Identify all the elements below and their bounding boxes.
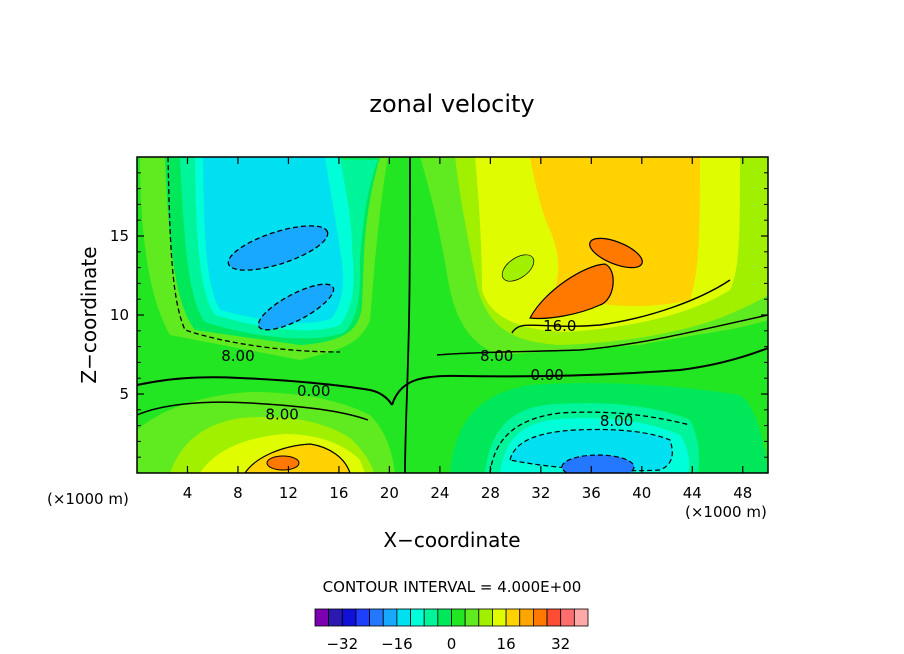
x-tick-label: 44 <box>683 484 702 502</box>
colorbar <box>314 608 589 627</box>
colorbar-cell <box>560 608 575 627</box>
contour-label: 16.0 <box>543 317 576 335</box>
x-tick-label: 20 <box>380 484 399 502</box>
contour-label: 8.00 <box>265 406 298 424</box>
colorbar-cell <box>492 608 507 627</box>
colorbar-cell <box>505 608 521 627</box>
colorbar-tick-label: 0 <box>447 635 457 653</box>
x-tick-label: 4 <box>183 484 193 502</box>
contour-label: 0.00 <box>530 366 563 384</box>
max-cell-main <box>529 263 614 320</box>
min-cell-upper <box>227 225 329 271</box>
colorbar-cell <box>396 608 411 627</box>
contour-label: 8.00 <box>600 412 633 430</box>
colorbar-cell <box>355 608 371 627</box>
x-tick-label: 12 <box>279 484 298 502</box>
zero-line-right <box>391 347 768 406</box>
colorbar-cell <box>341 608 357 627</box>
contour-label: 0.00 <box>297 382 330 400</box>
contour-label: 8.00 <box>480 347 513 365</box>
plus8-line-bottom <box>137 401 369 421</box>
contour-field: 16.0 8.00 0.00 8.00 8.00 0.00 8.00 <box>137 157 768 473</box>
colorbar-tick-label: 32 <box>551 635 570 653</box>
minus8-line <box>167 157 341 353</box>
y-axis-label: Z−coordinate <box>77 246 101 383</box>
colorbar-cell <box>573 608 589 627</box>
colorbar-cell <box>382 608 398 627</box>
contour-label-layer: 16.0 8.00 0.00 8.00 8.00 0.00 8.00 <box>221 317 633 430</box>
x-tick-label: 32 <box>531 484 550 502</box>
max-cell-bottom <box>266 455 300 471</box>
max-cell-side <box>589 237 643 269</box>
colorbar-cell <box>410 608 425 627</box>
zero-line-left <box>137 376 393 406</box>
colorbar-cell <box>546 608 562 627</box>
colorbar-cell <box>464 608 480 627</box>
y-tick-label: 15 <box>110 227 129 245</box>
x-tick-label: 40 <box>632 484 651 502</box>
region-upper-right-l20 <box>530 157 700 307</box>
contour-lines <box>137 157 768 473</box>
plus16-line <box>511 279 731 334</box>
x-unit-right: (×1000 m) <box>685 503 767 521</box>
colorbar-cell <box>423 608 439 627</box>
chart-title: zonal velocity <box>369 90 534 118</box>
contour-label: 8.00 <box>221 347 254 365</box>
colorbar-cell <box>437 608 452 627</box>
x-tick-label: 28 <box>481 484 500 502</box>
min-cell-bottom <box>561 454 635 473</box>
x-tick-label: 16 <box>329 484 348 502</box>
min-pocket <box>501 254 535 282</box>
x-tick-label: 36 <box>582 484 601 502</box>
x-tick-label: 48 <box>733 484 752 502</box>
plus8-line-top <box>436 314 768 356</box>
y-tick-label: 5 <box>119 385 129 403</box>
min-cell-lower <box>257 283 335 331</box>
colorbar-cell <box>369 608 384 627</box>
colorbar-tick-label: 16 <box>497 635 516 653</box>
minus8-line-bottom <box>489 411 691 473</box>
colorbar-tick-label: −16 <box>381 635 413 653</box>
y-tick-label: 10 <box>110 306 129 324</box>
colorbar-cell <box>533 608 548 627</box>
x-ticks: 4 8 12 16 20 24 28 32 36 40 44 48 <box>183 157 752 502</box>
x-axis-label: X−coordinate <box>383 528 520 552</box>
region-bottom-right-lm12 <box>509 428 673 472</box>
x-tick-label: 24 <box>430 484 449 502</box>
y-ticks: 5 10 15 <box>110 172 768 458</box>
x-unit-left: (×1000 m) <box>47 490 129 508</box>
colorbar-cell <box>328 608 343 627</box>
contour-interval-text: CONTOUR INTERVAL = 4.000E+00 <box>323 578 582 596</box>
colorbar-cell <box>451 608 466 627</box>
x-tick-label: 8 <box>233 484 243 502</box>
zero-line-vertical <box>404 157 411 473</box>
colorbar-cell <box>519 608 534 627</box>
colorbar-cell <box>478 608 493 627</box>
colorbar-tick-label: −32 <box>326 635 358 653</box>
colorbar-labels: −32 −16 0 16 32 <box>326 635 570 653</box>
colorbar-cell <box>314 608 330 627</box>
